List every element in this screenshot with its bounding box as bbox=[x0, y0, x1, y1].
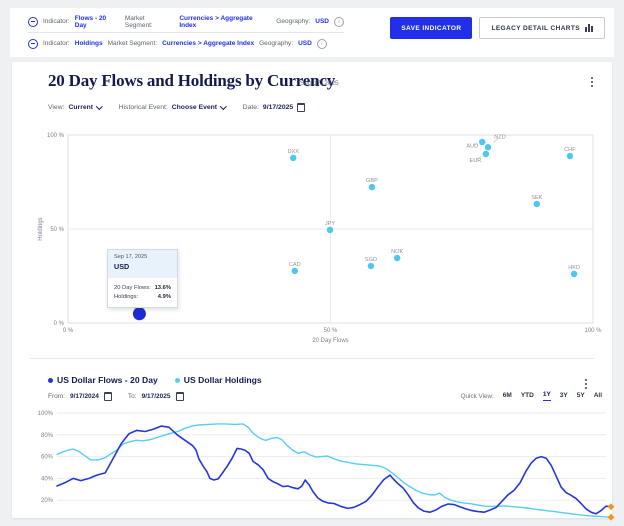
date-range-row: From: 9/17/2024 To: 9/17/2025 bbox=[48, 392, 184, 401]
indicator-value-link[interactable]: Flows - 20 Day bbox=[74, 14, 107, 29]
indicator-bar: Indicator: Flows - 20 Day Market Segment: C… bbox=[10, 8, 614, 57]
indicator-row: Indicator: Flows - 20 Day Market Segment: C… bbox=[28, 11, 344, 33]
indicator-rows: Indicator: Flows - 20 Day Market Segment: C… bbox=[28, 11, 344, 54]
legend-label: US Dollar Holdings bbox=[183, 375, 262, 385]
bar-chart-icon bbox=[585, 24, 593, 32]
tooltip-row: 20 Day Flows: 13.6% bbox=[114, 285, 171, 291]
title-date: Sep 17, 2025 bbox=[300, 80, 339, 87]
view-label: View: bbox=[48, 104, 65, 111]
page-title: 20 Day Flows and Holdings by Currency bbox=[48, 71, 335, 90]
to-label: To: bbox=[127, 393, 137, 400]
legacy-detail-charts-label: LEGACY DETAIL CHARTS bbox=[491, 24, 580, 32]
quick-view-1y[interactable]: 1Y bbox=[542, 391, 551, 401]
geography-value-link[interactable]: USD bbox=[315, 18, 329, 25]
info-icon[interactable]: i bbox=[334, 16, 344, 27]
section-divider bbox=[30, 358, 594, 359]
legend-dot-icon bbox=[174, 377, 180, 383]
legend-label: US Dollar Flows - 20 Day bbox=[57, 375, 158, 385]
geography-value-link[interactable]: USD bbox=[298, 40, 312, 47]
tooltip-row-label: Holdings: bbox=[114, 294, 139, 300]
chevron-down-icon bbox=[220, 103, 227, 110]
indicator-value-link[interactable]: Holdings bbox=[74, 40, 103, 47]
calendar-icon[interactable] bbox=[103, 392, 112, 401]
save-indicator-button[interactable]: SAVE INDICATOR bbox=[390, 17, 473, 39]
to-date-value[interactable]: 9/17/2025 bbox=[141, 393, 171, 400]
indicator-row: Indicator: Holdings Market Segment: Currenc… bbox=[28, 33, 344, 54]
calendar-icon[interactable] bbox=[175, 392, 184, 401]
tooltip-date: Sep 17, 2025 bbox=[114, 254, 148, 260]
quick-view-ytd[interactable]: YTD bbox=[520, 391, 534, 399]
tooltip-row-value: 4.9% bbox=[157, 294, 171, 300]
quick-view-3y[interactable]: 3Y bbox=[559, 391, 568, 399]
quick-view-row: Quick View: 6M YTD 1Y 3Y 5Y All bbox=[461, 391, 602, 401]
view-value: Current bbox=[68, 104, 94, 111]
chart-controls: View: Current Historical Event: Choose E… bbox=[48, 103, 306, 112]
tooltip-header: Sep 17, 2025 USD bbox=[108, 250, 177, 278]
from-label: From: bbox=[48, 393, 65, 400]
tooltip-row-value: 13.6% bbox=[154, 285, 171, 291]
quick-view-label: Quick View: bbox=[460, 392, 494, 400]
remove-indicator-icon[interactable] bbox=[28, 16, 38, 27]
historical-event-select[interactable]: Historical Event: Choose Event bbox=[118, 103, 227, 111]
tooltip-row: Holdings: 4.9% bbox=[114, 294, 171, 300]
quick-view-6m[interactable]: 6M bbox=[502, 391, 512, 399]
quick-view-all[interactable]: All bbox=[593, 391, 602, 399]
tooltip-row-label: 20 Day Flows: bbox=[114, 285, 151, 291]
market-segment-value-link[interactable]: Currencies > Aggregate Index bbox=[162, 40, 255, 47]
geography-label: Geography: bbox=[259, 40, 294, 47]
timeseries-legend: US Dollar Flows - 20 Day US Dollar Holdin… bbox=[48, 375, 262, 385]
from-date-value[interactable]: 9/17/2024 bbox=[69, 393, 99, 400]
calendar-icon bbox=[297, 103, 306, 112]
view-select[interactable]: View: Current bbox=[48, 103, 103, 111]
scatter-tooltip: Sep 17, 2025 USD 20 Day Flows: 13.6% Holdi… bbox=[107, 249, 178, 308]
tooltip-body: 20 Day Flows: 13.6% Holdings: 4.9% bbox=[108, 278, 177, 304]
legend-item: US Dollar Flows - 20 Day bbox=[48, 375, 158, 385]
legacy-detail-charts-button[interactable]: LEGACY DETAIL CHARTS bbox=[479, 17, 605, 39]
remove-indicator-icon[interactable] bbox=[28, 38, 38, 49]
info-icon[interactable]: i bbox=[316, 38, 327, 49]
chart-card bbox=[12, 62, 612, 518]
legend-item: US Dollar Holdings bbox=[174, 375, 262, 385]
market-segment-value-link[interactable]: Currencies > Aggregate Index bbox=[179, 14, 253, 29]
timeseries-menu-kebab-icon[interactable] bbox=[583, 377, 589, 391]
card-menu-kebab-icon[interactable] bbox=[589, 75, 595, 89]
tooltip-title: USD bbox=[114, 262, 130, 271]
chevron-down-icon bbox=[96, 103, 103, 110]
date-picker[interactable]: Date: 9/17/2025 bbox=[243, 103, 306, 112]
date-label: Date: bbox=[242, 104, 259, 111]
quick-view-5y[interactable]: 5Y bbox=[576, 391, 585, 399]
market-segment-label: Market Segment: bbox=[124, 14, 153, 29]
historical-event-value: Choose Event bbox=[171, 104, 218, 111]
market-segment-label: Market Segment: bbox=[107, 40, 158, 47]
indicator-label: Indicator: bbox=[43, 40, 70, 47]
indicator-label: Indicator: bbox=[43, 18, 70, 25]
legend-dot-icon bbox=[48, 377, 53, 383]
date-value: 9/17/2025 bbox=[262, 104, 294, 111]
historical-event-label: Historical Event: bbox=[118, 104, 168, 111]
topbar-actions: SAVE INDICATOR LEGACY DETAIL CHARTS bbox=[390, 17, 605, 39]
geography-label: Geography: bbox=[276, 18, 311, 25]
